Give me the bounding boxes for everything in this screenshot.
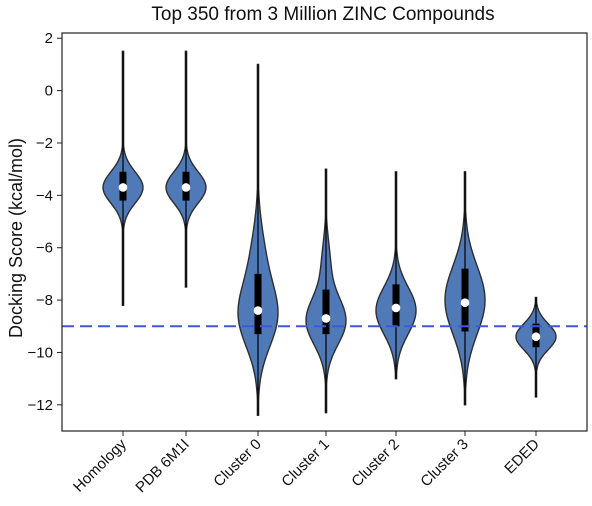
y-axis-label: Docking Score (kcal/mol) bbox=[6, 138, 26, 338]
violin-box bbox=[254, 273, 262, 335]
y-tick-label: −8 bbox=[36, 292, 53, 309]
x-tick-label: Cluster 1 bbox=[278, 436, 332, 490]
x-tick-label: PDB 6M1I bbox=[132, 436, 192, 496]
x-tick-label: Cluster 3 bbox=[417, 436, 471, 490]
x-tick-label: Homology bbox=[70, 435, 130, 495]
violin-median bbox=[391, 303, 401, 313]
y-tick-label: −10 bbox=[28, 344, 53, 361]
violin-median bbox=[181, 183, 191, 192]
y-tick-label: 0 bbox=[45, 83, 53, 100]
y-tick-label: −12 bbox=[28, 397, 53, 414]
y-tick-label: −2 bbox=[36, 135, 53, 152]
violin-median bbox=[253, 306, 263, 315]
plot-frame bbox=[61, 32, 588, 432]
y-tick-label: 2 bbox=[45, 30, 53, 47]
x-tick-label: Cluster 2 bbox=[348, 436, 402, 490]
chart-title: Top 350 from 3 Million ZINC Compounds bbox=[151, 4, 494, 25]
violin-median bbox=[460, 298, 470, 307]
violin-median bbox=[321, 314, 331, 323]
x-tick-label: Cluster 0 bbox=[210, 436, 264, 490]
x-tick-label: EDED bbox=[501, 436, 543, 478]
y-tick-label: −4 bbox=[36, 187, 53, 204]
plot-area bbox=[62, 50, 587, 416]
violin-median bbox=[531, 332, 541, 342]
y-tick-label: −6 bbox=[36, 240, 53, 257]
violin-box bbox=[322, 289, 330, 335]
violin-median bbox=[118, 183, 128, 192]
